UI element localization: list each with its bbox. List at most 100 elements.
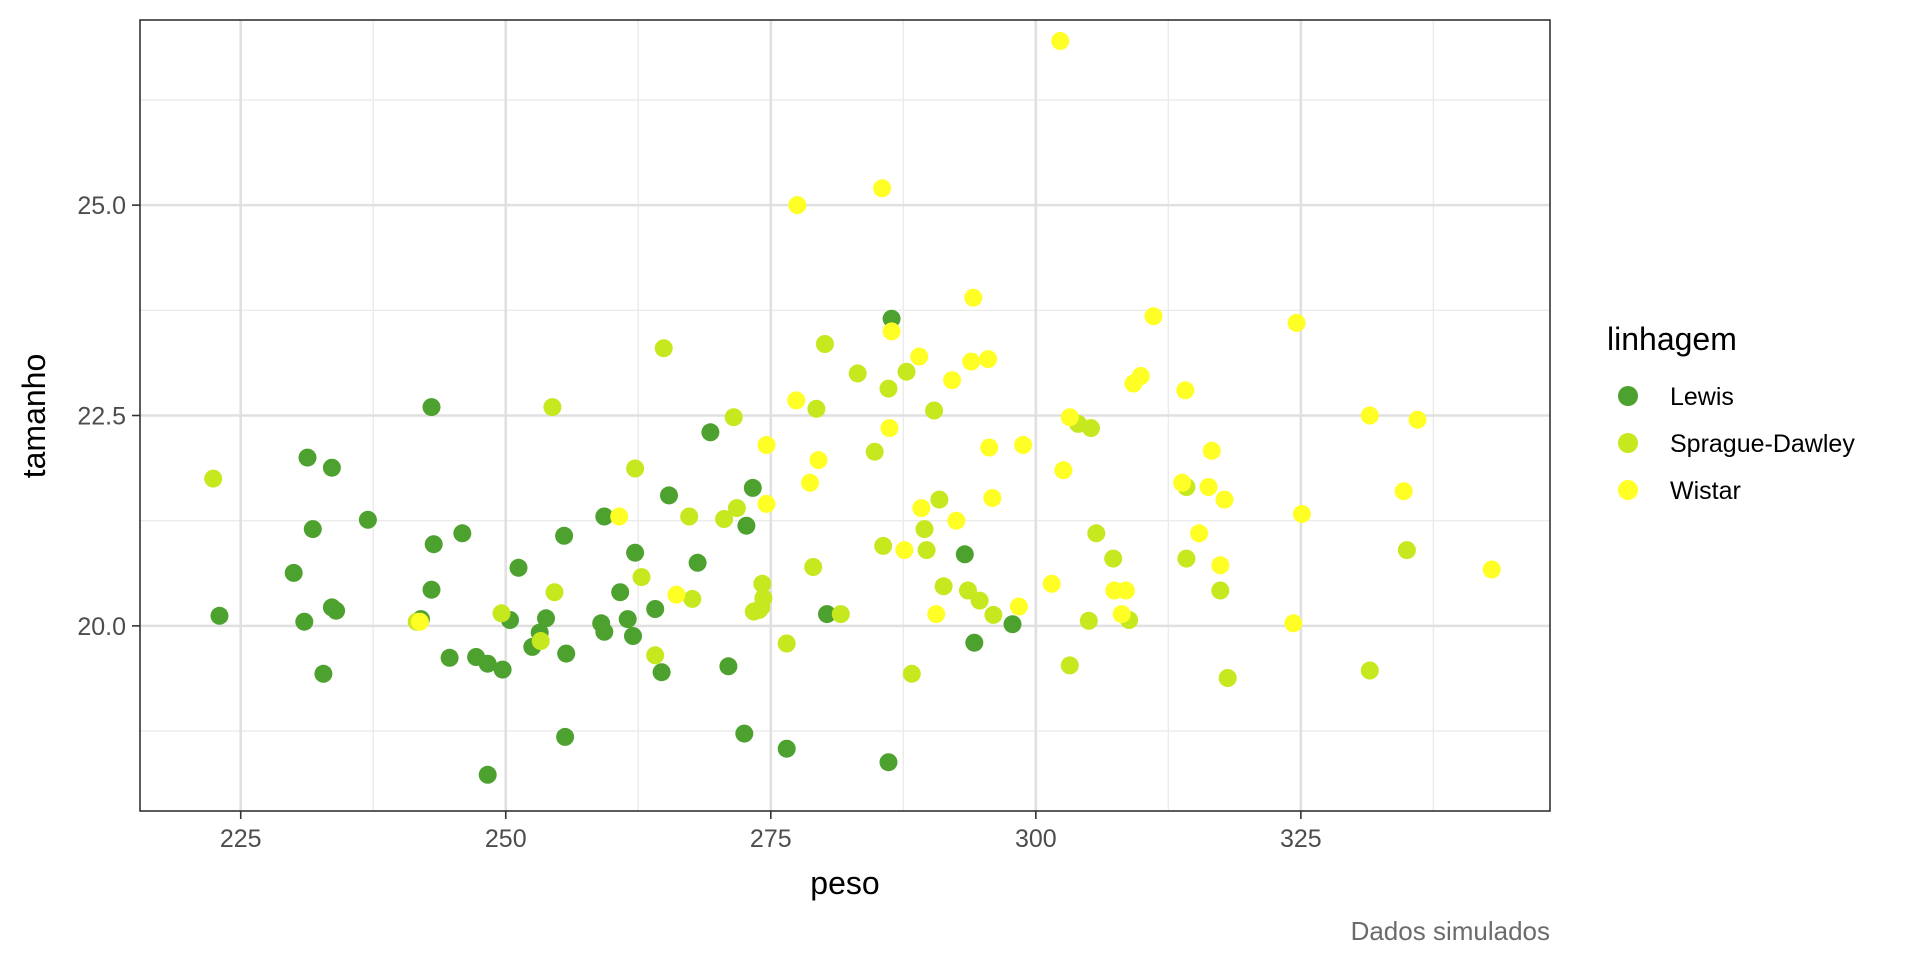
data-point <box>611 583 630 602</box>
data-point <box>688 553 707 572</box>
data-point <box>930 490 949 509</box>
data-point <box>410 612 429 631</box>
data-point <box>865 442 884 461</box>
minor-gridlines <box>140 20 1550 811</box>
data-point <box>787 391 806 410</box>
data-point <box>509 558 528 577</box>
legend-key <box>1618 433 1638 453</box>
data-point <box>955 545 974 564</box>
data-point <box>757 494 776 513</box>
legend-items: Lewis Sprague-Dawley Wistar <box>1618 383 1855 505</box>
data-point <box>327 601 346 620</box>
data-point <box>1060 656 1079 675</box>
data-point <box>492 604 511 623</box>
data-point <box>624 627 642 645</box>
data-point <box>1292 505 1311 523</box>
data-point <box>1131 367 1150 385</box>
data-point <box>970 591 989 610</box>
y-tick-label: 22.5 <box>77 403 126 431</box>
data-point <box>964 288 983 307</box>
data-point <box>719 657 738 676</box>
data-point <box>531 632 550 650</box>
data-point <box>873 179 892 198</box>
data-point <box>358 510 377 529</box>
data-point <box>880 419 899 438</box>
data-point <box>424 535 443 554</box>
data-point <box>980 438 999 457</box>
legend-label: Sprague-Dawley <box>1670 430 1855 458</box>
data-point <box>947 511 966 530</box>
caption: Dados simulados <box>1351 916 1550 946</box>
data-point <box>1199 478 1218 496</box>
data-point <box>595 507 614 526</box>
data-point <box>1082 419 1100 438</box>
data-point <box>927 605 946 624</box>
data-point <box>1173 473 1192 492</box>
data-points <box>204 32 1501 784</box>
data-point <box>701 423 720 442</box>
data-point <box>660 486 678 505</box>
data-point <box>284 563 303 582</box>
data-point <box>1211 556 1230 575</box>
data-point <box>1284 614 1303 633</box>
data-point <box>646 600 665 618</box>
data-point <box>626 459 645 478</box>
data-point <box>917 541 936 560</box>
data-point <box>962 352 981 371</box>
data-point <box>777 739 796 758</box>
data-point <box>1116 581 1135 600</box>
data-point <box>915 520 934 539</box>
data-point <box>632 568 651 587</box>
data-point <box>667 585 686 604</box>
data-point <box>1287 313 1306 332</box>
data-point <box>303 520 322 539</box>
data-point <box>1177 549 1196 568</box>
data-point <box>1408 410 1427 429</box>
data-point <box>874 536 893 555</box>
data-point <box>959 581 977 600</box>
data-point <box>440 648 459 667</box>
data-point <box>897 362 916 381</box>
data-point <box>1360 661 1379 680</box>
data-point <box>555 526 574 545</box>
data-point <box>809 451 828 470</box>
data-point <box>1397 541 1416 560</box>
x-tick-label: 325 <box>1280 825 1322 853</box>
data-point <box>1060 408 1079 427</box>
data-point <box>943 371 962 390</box>
x-axis-ticks: 225 250 275 300 325 <box>220 811 1322 853</box>
legend-title: linhagem <box>1607 321 1737 357</box>
data-point <box>314 664 333 683</box>
data-point <box>848 364 867 383</box>
data-point <box>882 322 901 341</box>
data-point <box>422 580 441 599</box>
data-point <box>895 541 914 560</box>
legend: linhagem Lewis Sprague-Dawley Wistar <box>1607 321 1855 505</box>
data-point <box>727 499 746 518</box>
legend-label: Wistar <box>1670 477 1741 505</box>
data-point <box>724 408 743 427</box>
data-point <box>610 507 629 526</box>
data-point <box>680 507 699 526</box>
data-point <box>1215 490 1234 509</box>
x-tick-label: 250 <box>485 825 527 853</box>
data-point <box>557 644 576 663</box>
data-point <box>493 660 512 679</box>
data-point <box>626 543 645 562</box>
data-point <box>1112 605 1131 624</box>
data-point <box>545 583 564 602</box>
data-point <box>1211 581 1230 600</box>
data-point <box>815 335 834 353</box>
data-point <box>453 524 472 543</box>
data-point <box>537 609 555 628</box>
data-point <box>652 663 671 682</box>
data-point <box>1394 482 1413 501</box>
data-point <box>543 398 562 417</box>
data-point <box>422 398 441 417</box>
data-point <box>322 458 341 477</box>
data-point <box>757 436 776 454</box>
data-point <box>1176 381 1195 400</box>
data-point <box>735 724 754 743</box>
data-point <box>737 516 756 535</box>
